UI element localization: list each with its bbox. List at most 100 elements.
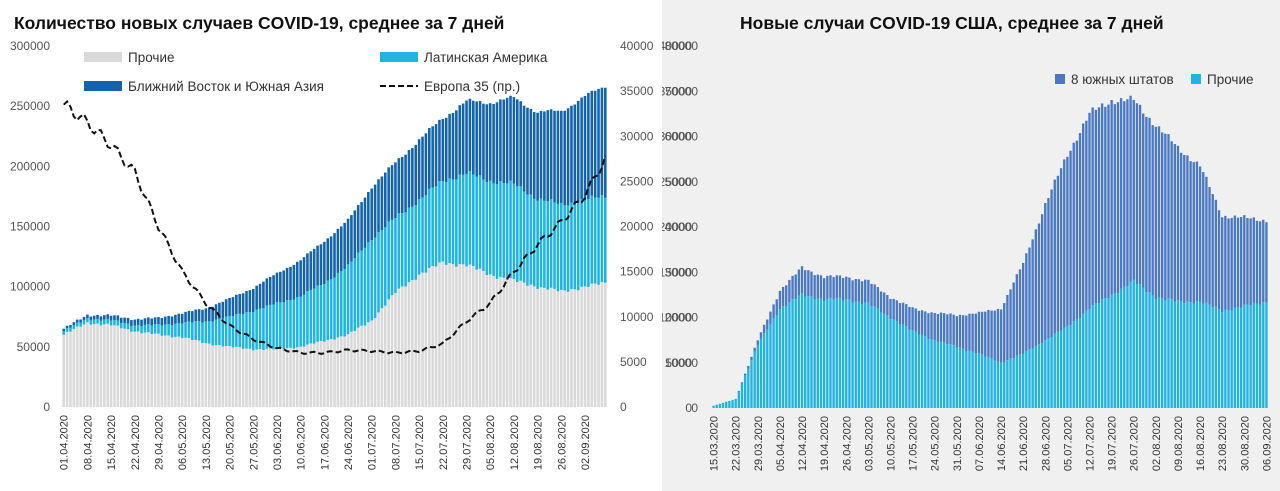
bar-middle-segment	[343, 268, 346, 337]
x-tick-label: 13.05.2020	[201, 415, 213, 470]
y-tick-label: 60000	[665, 130, 699, 144]
bar-middle-segment	[299, 296, 302, 347]
bar-bottom-segment	[363, 325, 367, 407]
y2-tick-label: 35000	[620, 84, 654, 98]
bar-bottom-segment	[772, 318, 775, 408]
y2-tick-label: 20000	[662, 220, 692, 234]
x-tick-label: 09.08.2020	[1173, 416, 1185, 471]
bar-bottom-segment	[1006, 360, 1009, 408]
bar-middle-segment	[920, 310, 924, 335]
bar-middle-segment	[1227, 218, 1230, 311]
bar-top-segment	[292, 264, 296, 300]
bar-middle-segment	[194, 321, 198, 340]
bar-bottom-segment	[971, 351, 974, 408]
bar-bottom-segment	[1221, 312, 1224, 408]
bar-middle-segment	[882, 292, 886, 314]
bar-middle-segment	[1097, 107, 1101, 304]
bar-bottom-segment	[309, 343, 313, 407]
bar-bottom-segment	[126, 329, 130, 407]
bar-bottom-segment	[1176, 300, 1180, 408]
bar-middle-segment	[1176, 145, 1180, 301]
usa-cases-chart: 0100002000030000400005000060000700008000…	[662, 39, 1273, 471]
bar-middle-segment	[549, 199, 553, 288]
x-tick-label: 29.03.2020	[753, 416, 765, 471]
bar-bottom-segment	[785, 306, 788, 408]
bar-middle-segment	[478, 175, 482, 269]
bar-bottom-segment	[153, 333, 157, 407]
bar-top-segment	[576, 100, 580, 204]
bar-bottom-segment	[522, 282, 526, 407]
x-tick-label: 17.05.2020	[908, 416, 920, 471]
legend-swatch	[380, 52, 418, 62]
bar-middle-segment	[1198, 166, 1202, 302]
x-tick-label: 31.05.2020	[952, 416, 964, 471]
bar-bottom-segment	[546, 289, 550, 407]
bar-bottom-segment	[860, 304, 864, 408]
bar-bottom-segment	[451, 264, 455, 407]
bar-middle-segment	[356, 252, 360, 328]
bar-middle-segment	[845, 276, 848, 300]
y-tick-label: 30000	[665, 265, 699, 279]
bar-top-segment	[536, 112, 539, 201]
bar-middle-segment	[214, 319, 218, 346]
bar-middle-segment	[943, 313, 946, 343]
bar-top-segment	[79, 319, 82, 323]
x-tick-label: 15.04.2020	[106, 415, 118, 470]
bar-middle-segment	[505, 183, 509, 281]
bar-bottom-segment	[218, 345, 221, 407]
bar-bottom-segment	[1262, 302, 1265, 408]
bar-top-segment	[96, 314, 99, 320]
bar-bottom-segment	[353, 330, 357, 407]
bar-middle-segment	[191, 322, 194, 341]
bar-bottom-segment	[721, 402, 725, 408]
bar-bottom-segment	[1044, 340, 1047, 408]
bar-bottom-segment	[516, 282, 519, 407]
bar-bottom-segment	[82, 324, 86, 407]
bar-top-segment	[143, 318, 147, 325]
bar-middle-segment	[394, 218, 397, 294]
bar-middle-segment	[522, 191, 526, 283]
bar-top-segment	[593, 90, 597, 198]
bar-bottom-segment	[251, 350, 255, 407]
bar-bottom-segment	[488, 274, 492, 407]
x-tick-label: 16.08.2020	[1195, 416, 1207, 471]
bar-middle-segment	[444, 182, 448, 265]
bar-bottom-segment	[1255, 303, 1259, 408]
bar-middle-segment	[1107, 104, 1110, 299]
bar-middle-segment	[1262, 219, 1265, 303]
bar-middle-segment	[788, 279, 791, 303]
bar-bottom-segment	[911, 330, 914, 408]
bar-middle-segment	[570, 202, 573, 290]
bar-bottom-segment	[224, 345, 228, 407]
bar-bottom-segment	[810, 296, 813, 408]
bar-top-segment	[590, 90, 594, 196]
bar-middle-segment	[268, 304, 272, 349]
bar-top-segment	[383, 172, 387, 228]
bar-middle-segment	[952, 314, 955, 346]
bar-top-segment	[241, 293, 245, 315]
bar-middle-segment	[576, 203, 580, 291]
x-tick-label: 22.03.2020	[731, 416, 743, 471]
bar-top-segment	[204, 308, 208, 322]
bar-top-segment	[197, 309, 201, 322]
y-tick-label: 50000	[17, 340, 51, 354]
bar-bottom-segment	[411, 280, 414, 407]
bar-bottom-segment	[177, 336, 181, 407]
bar-middle-segment	[1091, 107, 1094, 306]
bar-middle-segment	[936, 313, 940, 342]
bar-top-segment	[147, 317, 150, 325]
bar-middle-segment	[424, 195, 428, 273]
bar-bottom-segment	[319, 340, 323, 407]
bar-bottom-segment	[346, 334, 350, 407]
bar-top-segment	[404, 154, 407, 213]
bar-top-segment	[461, 103, 465, 175]
bar-top-segment	[424, 133, 428, 196]
bar-middle-segment	[333, 277, 336, 340]
bar-middle-segment	[955, 316, 959, 348]
bar-middle-segment	[1072, 142, 1075, 322]
bar-middle-segment	[323, 284, 326, 342]
bar-top-segment	[86, 314, 89, 319]
bar-bottom-segment	[1012, 358, 1015, 408]
bar-bottom-segment	[167, 335, 170, 407]
bar-top-segment	[329, 236, 333, 280]
